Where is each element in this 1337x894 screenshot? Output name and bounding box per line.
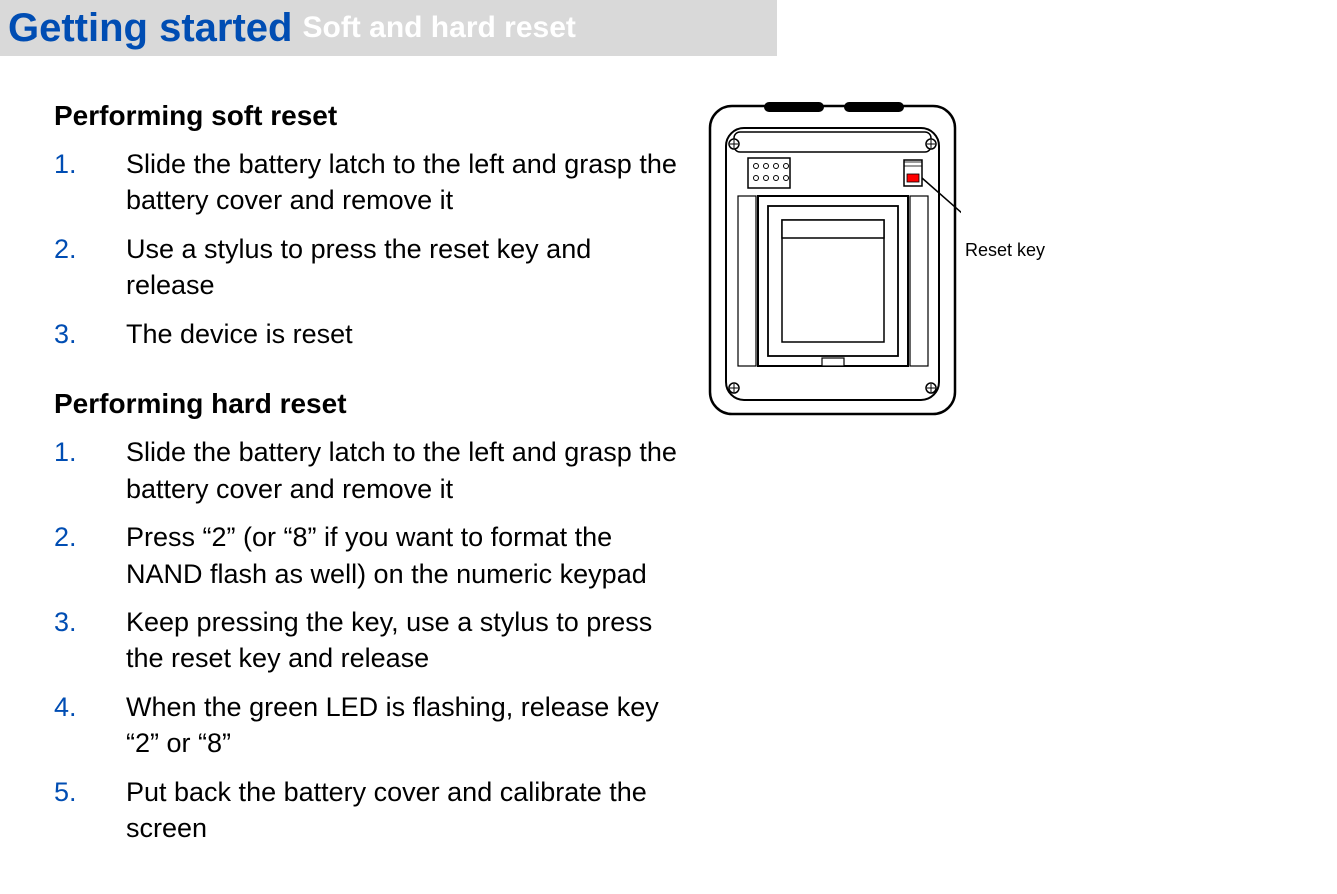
step-text: Use a stylus to press the reset key and … — [126, 231, 684, 304]
step-text: Put back the battery cover and calibrate… — [126, 774, 684, 847]
content-area: Performing soft reset Slide the battery … — [0, 56, 1337, 883]
step-text: Slide the battery latch to the left and … — [126, 146, 684, 219]
soft-reset-steps: Slide the battery latch to the left and … — [54, 146, 684, 352]
step-text: Slide the battery latch to the left and … — [126, 434, 684, 507]
list-item: Slide the battery latch to the left and … — [54, 434, 684, 507]
list-item: When the green LED is flashing, release … — [54, 689, 684, 762]
device-back-diagram — [704, 100, 961, 420]
page-title: Getting started — [8, 6, 292, 51]
section-title-hard-reset: Performing hard reset — [54, 388, 684, 420]
step-text: When the green LED is flashing, release … — [126, 689, 684, 762]
step-text: Press “2” (or “8” if you want to format … — [126, 519, 684, 592]
text-column: Performing soft reset Slide the battery … — [0, 100, 684, 883]
list-item: Keep pressing the key, use a stylus to p… — [54, 604, 684, 677]
list-item: Slide the battery latch to the left and … — [54, 146, 684, 219]
hard-reset-steps: Slide the battery latch to the left and … — [54, 434, 684, 846]
page-subtitle: Soft and hard reset — [302, 11, 575, 45]
diagram-column: Reset key — [684, 100, 1045, 883]
list-item: Put back the battery cover and calibrate… — [54, 774, 684, 847]
list-item: Press “2” (or “8” if you want to format … — [54, 519, 684, 592]
reset-key-callout: Reset key — [965, 240, 1045, 261]
header-bar: Getting started Soft and hard reset — [0, 0, 777, 56]
list-item: Use a stylus to press the reset key and … — [54, 231, 684, 304]
section-title-soft-reset: Performing soft reset — [54, 100, 684, 132]
step-text: Keep pressing the key, use a stylus to p… — [126, 604, 684, 677]
step-text: The device is reset — [126, 316, 684, 352]
list-item: The device is reset — [54, 316, 684, 352]
